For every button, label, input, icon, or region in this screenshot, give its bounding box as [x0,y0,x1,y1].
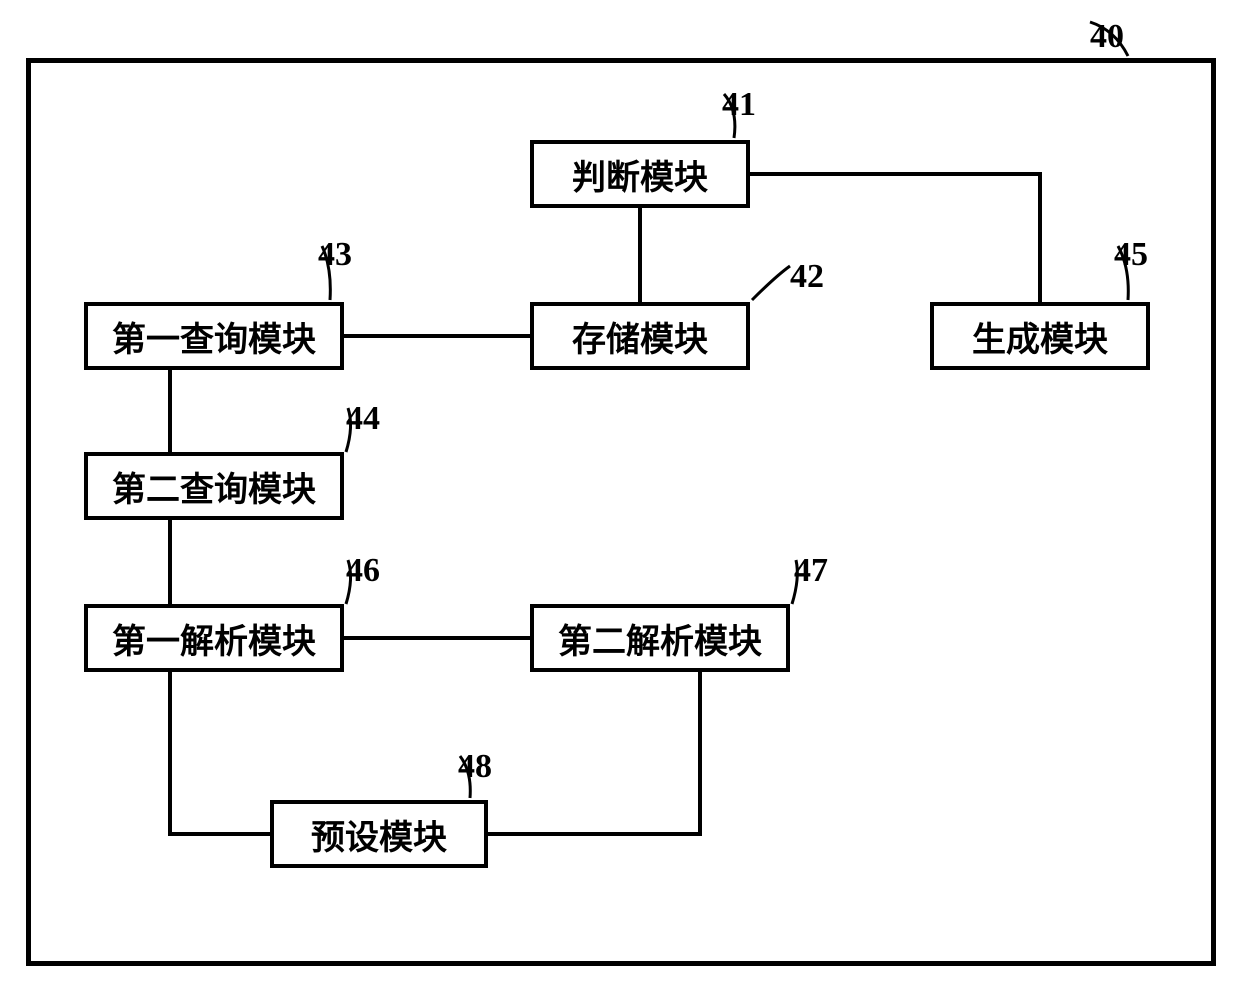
ref-label-n44: 44 [346,400,380,438]
node-label: 预设模块 [311,810,447,859]
ref-label-n42: 42 [790,258,824,296]
node-n45: 生成模块 [930,302,1150,370]
node-n42: 存储模块 [530,302,750,370]
node-label: 判断模块 [572,150,708,199]
node-label: 存储模块 [572,312,708,361]
ref-label-n47: 47 [794,552,828,590]
ref-label-n45: 45 [1114,236,1148,274]
node-n47: 第二解析模块 [530,604,790,672]
diagram-canvas: 40 判断模块 41 存储模块 42 第一查询模块43 第二查询模块 44 生成模块45 第一解析… [0,0,1240,985]
ref-label-n48: 48 [458,748,492,786]
node-label: 第二解析模块 [558,614,762,663]
node-n43: 第一查询模块 [84,302,344,370]
node-n44: 第二查询模块 [84,452,344,520]
node-label: 第二查询模块 [112,462,316,511]
node-label: 生成模块 [972,312,1108,361]
node-n41: 判断模块 [530,140,750,208]
ref-label-n43: 43 [318,236,352,274]
node-n48: 预设模块 [270,800,488,868]
ref-label-n46: 46 [346,552,380,590]
ref-label-n41: 41 [722,86,756,124]
node-label: 第一解析模块 [112,614,316,663]
node-label: 第一查询模块 [112,312,316,361]
node-n46: 第一解析模块 [84,604,344,672]
frame-ref-label: 40 [1090,18,1124,56]
